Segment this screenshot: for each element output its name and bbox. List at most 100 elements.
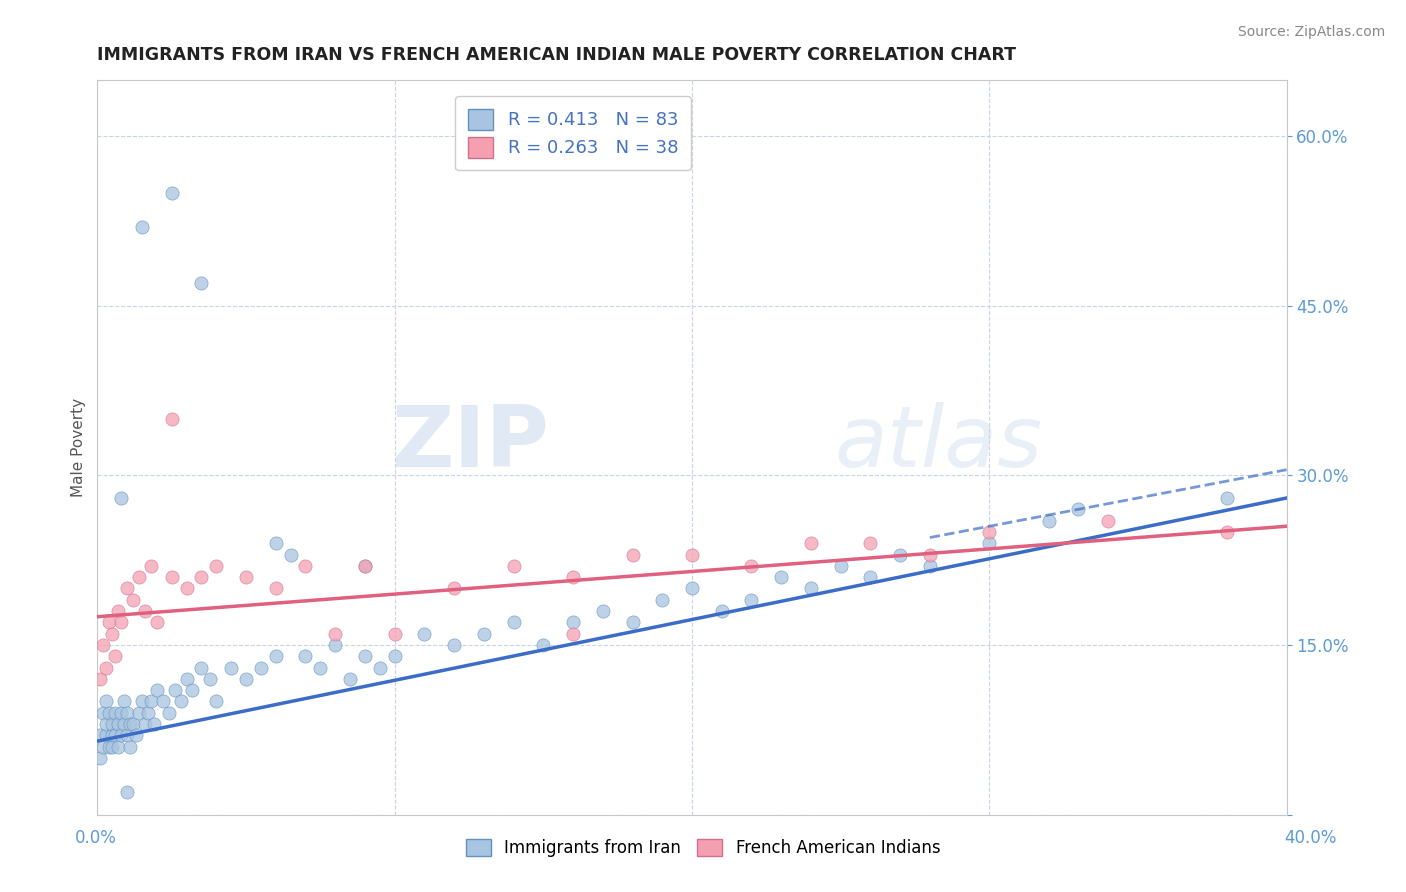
Point	[235, 672, 257, 686]
Point	[280, 548, 302, 562]
Point	[120, 739, 142, 754]
Point	[502, 615, 524, 630]
Point	[1067, 502, 1090, 516]
Point	[110, 706, 132, 720]
Point	[200, 672, 222, 686]
Point	[384, 626, 406, 640]
Text: atlas: atlas	[835, 402, 1043, 485]
Point	[160, 186, 183, 200]
Point	[681, 548, 703, 562]
Point	[115, 582, 138, 596]
Point	[157, 706, 180, 720]
Point	[96, 660, 118, 674]
Point	[96, 717, 118, 731]
Point	[339, 672, 361, 686]
Point	[96, 694, 118, 708]
Point	[107, 604, 129, 618]
Point	[146, 615, 169, 630]
Point	[740, 592, 762, 607]
Point	[110, 491, 132, 505]
Point	[1216, 524, 1239, 539]
Point	[830, 558, 852, 573]
Point	[146, 683, 169, 698]
Point	[104, 649, 127, 664]
Text: IMMIGRANTS FROM IRAN VS FRENCH AMERICAN INDIAN MALE POVERTY CORRELATION CHART: IMMIGRANTS FROM IRAN VS FRENCH AMERICAN …	[97, 46, 1017, 64]
Point	[169, 694, 191, 708]
Point	[354, 649, 377, 664]
Point	[104, 706, 127, 720]
Point	[1038, 514, 1060, 528]
Point	[98, 706, 121, 720]
Point	[770, 570, 793, 584]
Point	[91, 706, 114, 720]
Point	[309, 660, 332, 674]
Point	[96, 728, 118, 742]
Point	[264, 649, 287, 664]
Point	[122, 592, 145, 607]
Point	[112, 694, 135, 708]
Point	[621, 548, 644, 562]
Point	[979, 536, 1001, 550]
Point	[354, 558, 377, 573]
Point	[323, 638, 346, 652]
Point	[115, 728, 138, 742]
Point	[800, 536, 823, 550]
Point	[134, 717, 156, 731]
Point	[110, 728, 132, 742]
Point	[89, 672, 111, 686]
Point	[91, 638, 114, 652]
Point	[889, 548, 911, 562]
Point	[800, 582, 823, 596]
Point	[979, 524, 1001, 539]
Point	[128, 706, 150, 720]
Point	[250, 660, 273, 674]
Point	[1097, 514, 1119, 528]
Point	[104, 728, 127, 742]
Point	[125, 728, 148, 742]
Text: Source: ZipAtlas.com: Source: ZipAtlas.com	[1237, 25, 1385, 39]
Point	[176, 582, 198, 596]
Point	[621, 615, 644, 630]
Point	[160, 570, 183, 584]
Point	[120, 717, 142, 731]
Point	[918, 558, 941, 573]
Y-axis label: Male Poverty: Male Poverty	[72, 398, 86, 497]
Point	[152, 694, 174, 708]
Point	[101, 728, 124, 742]
Point	[294, 558, 316, 573]
Point	[190, 660, 212, 674]
Point	[98, 615, 121, 630]
Point	[190, 276, 212, 290]
Point	[89, 751, 111, 765]
Point	[384, 649, 406, 664]
Point	[107, 717, 129, 731]
Point	[205, 694, 228, 708]
Point	[710, 604, 733, 618]
Point	[1216, 491, 1239, 505]
Point	[176, 672, 198, 686]
Point	[139, 694, 162, 708]
Point	[128, 570, 150, 584]
Point	[205, 558, 228, 573]
Point	[131, 694, 153, 708]
Point	[235, 570, 257, 584]
Point	[443, 582, 465, 596]
Point	[859, 536, 882, 550]
Legend: R = 0.413   N = 83, R = 0.263   N = 38: R = 0.413 N = 83, R = 0.263 N = 38	[456, 96, 690, 170]
Point	[101, 739, 124, 754]
Point	[101, 626, 124, 640]
Point	[472, 626, 495, 640]
Point	[264, 536, 287, 550]
Point	[115, 785, 138, 799]
Point	[160, 412, 183, 426]
Text: ZIP: ZIP	[391, 402, 550, 485]
Point	[562, 615, 585, 630]
Point	[163, 683, 186, 698]
Point	[323, 626, 346, 640]
Point	[122, 717, 145, 731]
Point	[918, 548, 941, 562]
Point	[354, 558, 377, 573]
Point	[859, 570, 882, 584]
Point	[562, 626, 585, 640]
Point	[681, 582, 703, 596]
